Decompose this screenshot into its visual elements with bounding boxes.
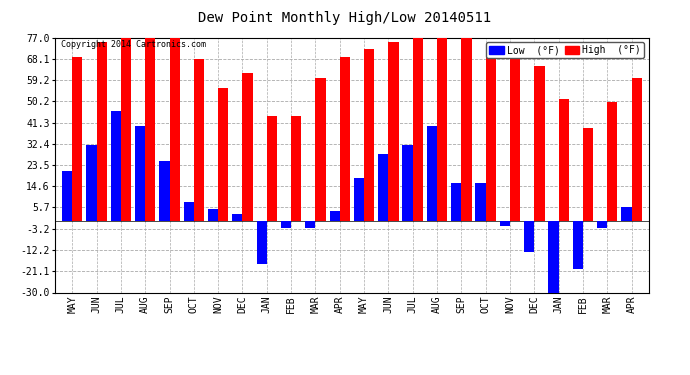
Bar [110, 111, 121, 221]
Bar [427, 126, 437, 221]
Bar [208, 209, 218, 221]
Bar [597, 221, 607, 228]
Bar [72, 57, 82, 221]
Bar [257, 221, 267, 264]
Bar [330, 211, 339, 221]
Bar [267, 116, 277, 221]
Bar [62, 171, 72, 221]
Bar [364, 50, 374, 221]
Bar [170, 38, 179, 221]
Bar [486, 50, 496, 221]
Bar [305, 221, 315, 228]
Text: Copyright 2014 Cartronics.com: Copyright 2014 Cartronics.com [61, 40, 206, 49]
Bar [233, 214, 242, 221]
Bar [388, 42, 399, 221]
Bar [510, 59, 520, 221]
Bar [159, 161, 170, 221]
Bar [339, 57, 350, 221]
Bar [86, 145, 97, 221]
Bar [607, 102, 618, 221]
Bar [291, 116, 302, 221]
Bar [437, 38, 447, 221]
Bar [462, 38, 471, 221]
Bar [500, 221, 510, 226]
Bar [281, 221, 291, 228]
Bar [145, 38, 155, 221]
Bar [413, 38, 423, 221]
Bar [549, 221, 559, 292]
Bar [354, 178, 364, 221]
Bar [135, 126, 145, 221]
Bar [194, 59, 204, 221]
Bar [534, 66, 544, 221]
Bar [622, 207, 631, 221]
Bar [378, 154, 388, 221]
Bar [573, 221, 583, 268]
Bar [524, 221, 534, 252]
Bar [315, 78, 326, 221]
Bar [583, 128, 593, 221]
Bar [402, 145, 413, 221]
Bar [631, 78, 642, 221]
Legend: Low  (°F), High  (°F): Low (°F), High (°F) [486, 42, 644, 58]
Text: Dew Point Monthly High/Low 20140511: Dew Point Monthly High/Low 20140511 [199, 11, 491, 25]
Bar [121, 38, 131, 221]
Bar [475, 183, 486, 221]
Bar [559, 99, 569, 221]
Bar [451, 183, 462, 221]
Bar [184, 202, 194, 221]
Bar [218, 87, 228, 221]
Bar [242, 73, 253, 221]
Bar [97, 42, 107, 221]
